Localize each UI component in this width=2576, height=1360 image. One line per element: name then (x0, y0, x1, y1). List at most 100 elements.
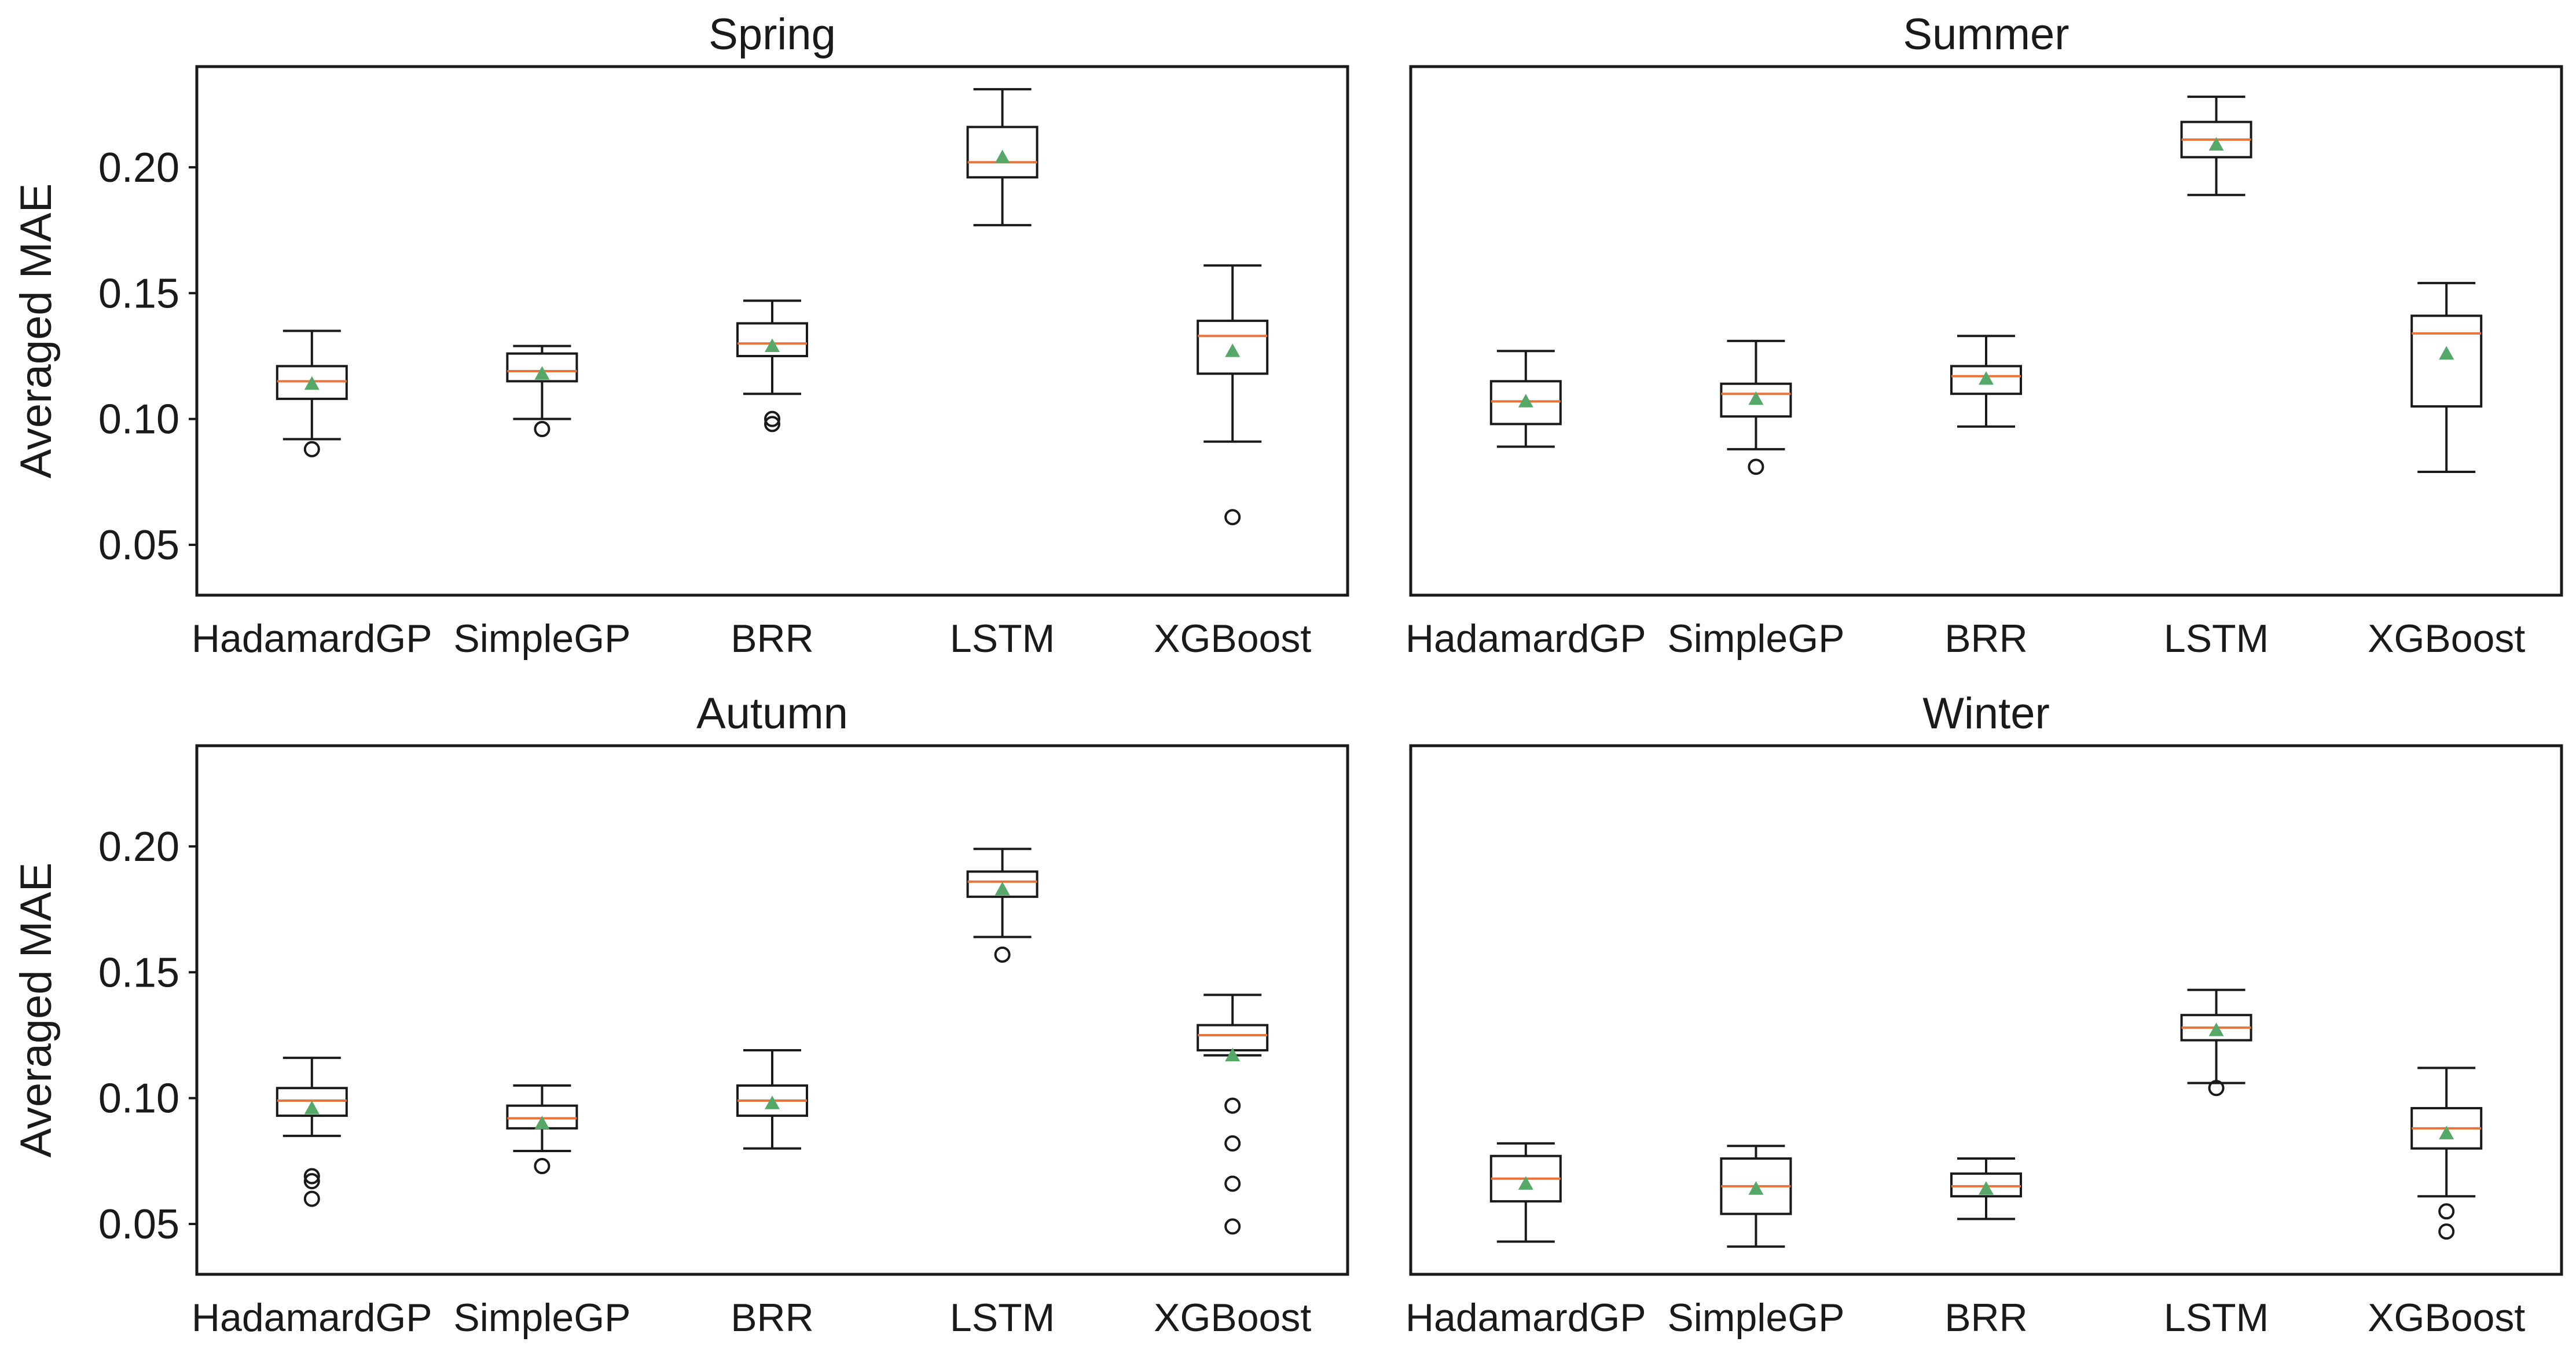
mean-marker (2208, 137, 2224, 151)
box-iqr (276, 365, 348, 400)
x-tick-label: SimpleGP (1667, 617, 1844, 661)
box-iqr (736, 322, 808, 357)
panel-title: Summer (1903, 10, 2069, 59)
panel-frame (195, 744, 1349, 1276)
outlier-point (534, 1158, 551, 1175)
box-xgboost (2410, 1066, 2483, 1240)
x-tick-label: HadamardGP (192, 617, 432, 661)
panel-frame (1409, 65, 2563, 597)
box-simplegp (1720, 339, 1792, 475)
outlier-point (303, 441, 320, 457)
panel-0: Spring Averaged MAE 0.05 0.10 0.15 0.20 Hadama… (12, 10, 1349, 661)
x-tick-label: SimpleGP (453, 1296, 630, 1340)
box-simplegp (506, 344, 578, 438)
box-xgboost (1197, 264, 1269, 526)
box-iqr (966, 126, 1039, 179)
box-iqr (1950, 1172, 2022, 1198)
y-tick-label: 0.15 (98, 270, 179, 317)
mean-marker (1518, 1176, 1533, 1190)
panel-3: Winter HadamardGP SimpleGP BRR LSTM XGBoost (1406, 689, 2563, 1340)
panel-title: Winter (1922, 689, 2050, 738)
mean-marker (1979, 1181, 1994, 1195)
outlier-point (994, 946, 1011, 963)
x-tick-label: LSTM (950, 617, 1055, 661)
box-iqr (1489, 380, 1562, 426)
panel-frame (195, 65, 1349, 597)
box-brr (736, 299, 808, 432)
mean-marker (765, 1095, 780, 1109)
panel-title: Autumn (696, 689, 848, 738)
box-iqr (1950, 365, 2022, 395)
x-tick-label: BRR (1944, 617, 2028, 661)
mean-marker (534, 1116, 550, 1130)
box-brr (736, 1049, 808, 1150)
panel-2: Autumn Averaged MAE 0.05 0.10 0.15 0.20 Hadama… (12, 689, 1349, 1340)
box-iqr (276, 1087, 348, 1117)
mean-marker (2439, 346, 2454, 360)
outlier-point (1224, 1175, 1241, 1192)
outlier-point (764, 410, 780, 427)
mean-marker (1979, 371, 1994, 385)
y-tick-label: 0.05 (98, 522, 179, 569)
mean-marker (1748, 1181, 1764, 1195)
y-axis-label: Averaged MAE (12, 863, 61, 1158)
outlier-point (303, 1190, 320, 1207)
box-hadamardgp (276, 1057, 348, 1207)
box-hadamardgp (1489, 1142, 1562, 1243)
mean-marker (1748, 391, 1764, 405)
box-hadamardgp (276, 329, 348, 457)
mean-marker (995, 149, 1010, 163)
outlier-point (2438, 1203, 2455, 1220)
box-brr (1950, 1157, 2022, 1220)
x-tick-label: BRR (731, 1296, 814, 1340)
box-iqr (966, 870, 1039, 898)
x-tick-label: SimpleGP (453, 617, 630, 661)
mean-marker (2439, 1126, 2454, 1139)
box-xgboost (2410, 281, 2483, 473)
outlier-point (1748, 459, 1764, 475)
x-tick-label: LSTM (2164, 617, 2269, 661)
box-lstm (966, 848, 1039, 963)
y-tick-label: 0.20 (98, 824, 179, 870)
outlier-point (2208, 1080, 2225, 1097)
panel-1: Summer HadamardGP SimpleGP BRR LSTM XGBoost (1406, 10, 2563, 661)
box-lstm (966, 88, 1039, 226)
outlier-point (1224, 1135, 1241, 1152)
box-lstm (2180, 96, 2252, 196)
x-tick-label: XGBoost (1154, 617, 1311, 661)
outlier-point (1224, 509, 1241, 526)
outlier-point (303, 1173, 320, 1190)
mean-marker (534, 366, 550, 380)
y-tick-label: 0.10 (98, 1076, 179, 1122)
box-iqr (2410, 314, 2483, 408)
box-lstm (2180, 988, 2252, 1097)
y-tick-label: 0.05 (98, 1201, 179, 1248)
mean-marker (1225, 1047, 1241, 1062)
outlier-point (1224, 1097, 1241, 1114)
box-simplegp (1720, 1145, 1792, 1248)
box-hadamardgp (1489, 350, 1562, 448)
mean-marker (1518, 394, 1533, 408)
box-iqr (1197, 320, 1269, 375)
box-xgboost (1197, 994, 1269, 1235)
mean-marker (304, 1101, 320, 1115)
outlier-point (534, 421, 551, 438)
box-iqr (1720, 382, 1792, 418)
y-tick-label: 0.10 (98, 397, 179, 443)
outlier-point (1224, 1218, 1241, 1235)
outlier-point (764, 416, 780, 432)
x-tick-label: SimpleGP (1667, 1296, 1844, 1340)
mean-marker (2208, 1022, 2224, 1036)
box-brr (1950, 335, 2022, 428)
x-tick-label: HadamardGP (192, 1296, 432, 1340)
x-tick-label: LSTM (950, 1296, 1055, 1340)
x-tick-label: LSTM (2164, 1296, 2269, 1340)
y-tick-label: 0.20 (98, 145, 179, 191)
mean-marker (995, 881, 1010, 896)
y-axis-label: Averaged MAE (12, 184, 61, 479)
panel-title: Spring (709, 10, 836, 59)
x-tick-label: XGBoost (2368, 1296, 2525, 1340)
mean-marker (765, 338, 780, 352)
